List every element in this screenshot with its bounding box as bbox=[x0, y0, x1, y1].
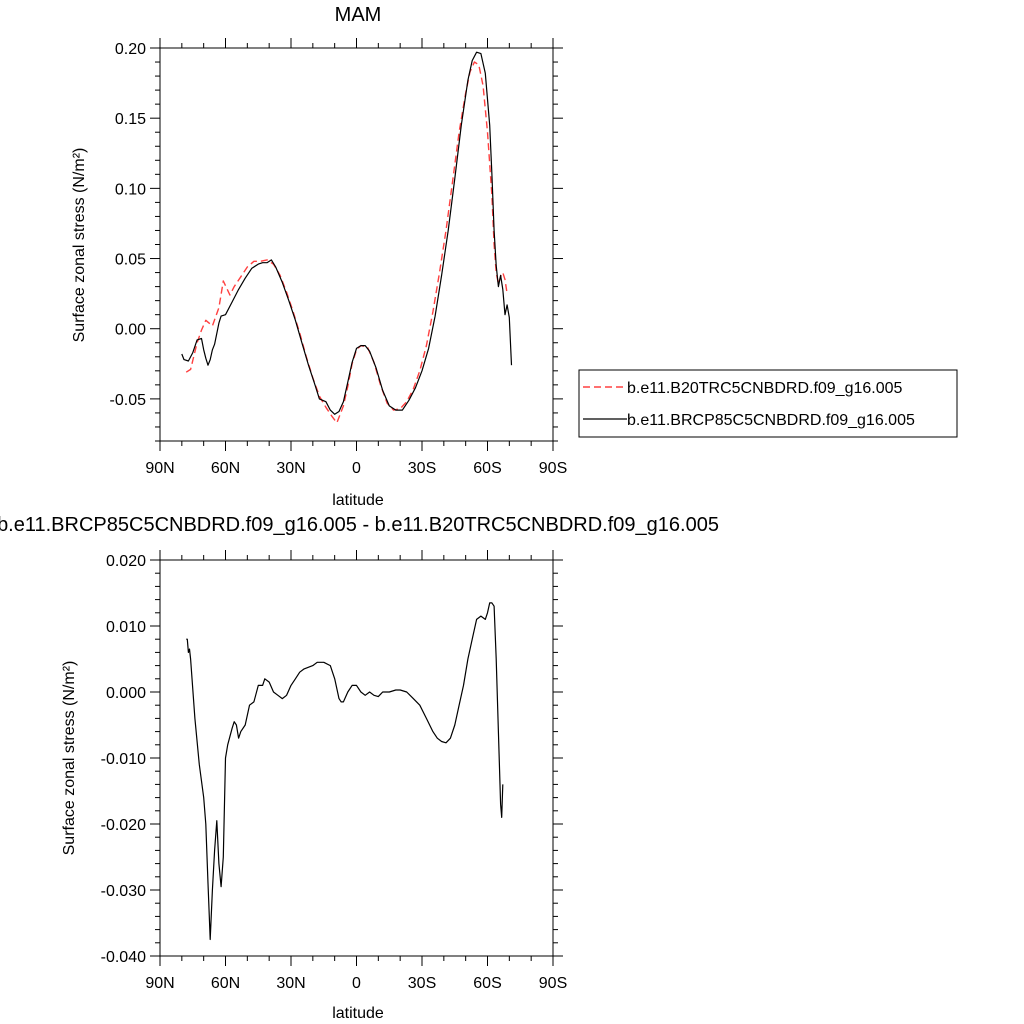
top-x-ticks: 90N 60N 30N 0 30S 60S 90S bbox=[145, 38, 567, 477]
bottom-y-tick-label: -0.020 bbox=[101, 817, 146, 834]
bottom-x-tick-label: 60S bbox=[473, 975, 501, 992]
bottom-x-tick-label: 60N bbox=[211, 975, 240, 992]
bottom-title: b.e11.BRCP85C5CNBDRD.f09_g16.005 - b.e11… bbox=[0, 514, 719, 536]
bottom-y-tick-label: -0.010 bbox=[101, 751, 146, 768]
top-x-tick-label: 0 bbox=[352, 460, 361, 477]
legend: b.e11.B20TRC5CNBDRD.f09_g16.005 b.e11.BR… bbox=[578, 369, 958, 438]
top-y-axis-label: Surface zonal stress (N/m²) bbox=[71, 148, 88, 343]
top-x-tick-label: 30N bbox=[276, 460, 305, 477]
bottom-series-line-1 bbox=[186, 602, 504, 941]
top-y-tick-label: 0.00 bbox=[115, 322, 146, 339]
bottom-x-ticks: 90N 60N 30N 0 30S 60S 90S bbox=[145, 550, 567, 992]
bottom-x-tick-label: 30S bbox=[408, 975, 436, 992]
bottom-y-ticks: 0.020 0.010 0.000 -0.010 -0.020 -0.030 -0.040 bbox=[101, 553, 563, 966]
top-panel: MAM 90N 60N 30N 0 30S 60S 90S 0.20 0.15 0.10 0.05… bbox=[71, 4, 958, 509]
bottom-x-tick-label: 30N bbox=[276, 975, 305, 992]
bottom-y-axis-label: Surface zonal stress (N/m²) bbox=[61, 661, 78, 856]
top-y-tick-label: 0.15 bbox=[115, 111, 146, 128]
bottom-x-tick-label: 90N bbox=[145, 975, 174, 992]
top-x-tick-label: 60N bbox=[211, 460, 240, 477]
top-y-tick-label: 0.20 bbox=[115, 41, 146, 58]
top-x-tick-label: 30S bbox=[408, 460, 436, 477]
legend-label-1: b.e11.B20TRC5CNBDRD.f09_g16.005 bbox=[627, 380, 903, 397]
legend-label-2: b.e11.BRCP85C5CNBDRD.f09_g16.005 bbox=[627, 412, 915, 429]
bottom-y-tick-label: 0.020 bbox=[106, 553, 146, 570]
bottom-x-tick-label: 90S bbox=[539, 975, 567, 992]
top-y-ticks: 0.20 0.15 0.10 0.05 0.00 -0.05 bbox=[110, 41, 563, 442]
top-x-tick-label: 90N bbox=[145, 460, 174, 477]
legend-box bbox=[578, 369, 958, 438]
top-title: MAM bbox=[335, 4, 382, 26]
bottom-y-tick-label: 0.010 bbox=[106, 619, 146, 636]
bottom-y-tick-label: -0.030 bbox=[101, 883, 146, 900]
top-x-tick-label: 90S bbox=[539, 460, 567, 477]
bottom-x-axis-label: latitude bbox=[332, 1005, 384, 1022]
top-y-tick-label: -0.05 bbox=[110, 392, 147, 409]
top-x-axis-label: latitude bbox=[332, 492, 384, 509]
bottom-x-tick-label: 0 bbox=[352, 975, 361, 992]
bottom-series-lines bbox=[186, 602, 504, 941]
top-x-tick-label: 60S bbox=[473, 460, 501, 477]
top-series-lines bbox=[181, 51, 513, 424]
bottom-y-tick-label: 0.000 bbox=[106, 685, 146, 702]
top-y-tick-label: 0.10 bbox=[115, 181, 146, 198]
top-y-tick-label: 0.05 bbox=[115, 252, 146, 269]
top-series-line-1 bbox=[185, 61, 508, 424]
top-series-line-2 bbox=[181, 51, 513, 415]
bottom-y-tick-label: -0.040 bbox=[101, 949, 146, 966]
bottom-panel: b.e11.BRCP85C5CNBDRD.f09_g16.005 - b.e11… bbox=[0, 514, 719, 1022]
